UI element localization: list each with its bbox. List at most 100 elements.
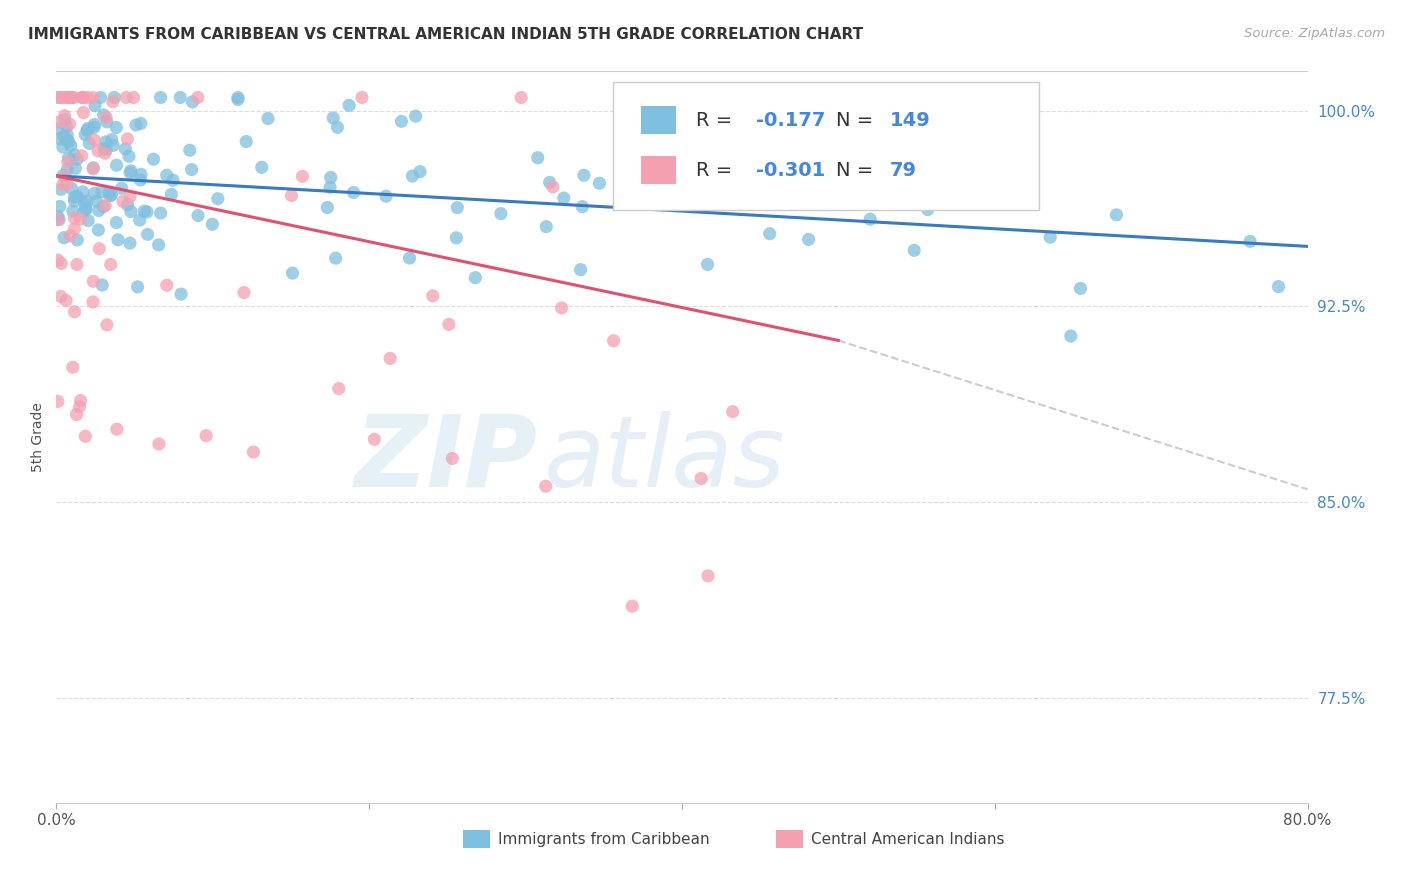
Point (342, 186, 364, 200)
Point (89, 242, 111, 256)
Point (87, 144, 110, 158)
Point (52, 140, 75, 154)
Point (422, 289, 444, 303)
Point (49, 289, 72, 303)
Point (55, 293, 77, 308)
Point (917, 202, 939, 217)
Point (51, 256, 73, 270)
Point (94, 111, 117, 125)
Point (125, 118, 148, 132)
Point (758, 227, 780, 241)
Point (118, 190, 141, 204)
Point (105, 422, 128, 436)
Point (120, 164, 142, 178)
Point (87, 223, 110, 237)
Point (93, 141, 115, 155)
Point (63, 222, 86, 236)
Point (105, 216, 128, 230)
Text: Source: ZipAtlas.com: Source: ZipAtlas.com (1244, 27, 1385, 40)
Point (59, 138, 82, 153)
Point (550, 301, 572, 315)
Point (235, 135, 257, 149)
Point (49, 182, 72, 196)
Point (87, 203, 110, 218)
Point (489, 206, 512, 220)
Point (111, 194, 134, 209)
Point (96, 318, 118, 332)
Point (56, 128, 79, 142)
Point (226, 93, 249, 107)
Text: Immigrants from Caribbean: Immigrants from Caribbean (498, 832, 710, 847)
Point (66, 189, 89, 203)
Point (83, 118, 105, 132)
Point (180, 162, 202, 177)
Bar (641, 156, 676, 184)
Point (149, 206, 172, 220)
Point (55, 120, 77, 134)
Point (187, 209, 209, 223)
Point (69, 400, 91, 414)
Point (48, 115, 70, 129)
Point (56, 134, 79, 148)
Point (94, 146, 117, 161)
Point (65, 161, 87, 176)
Point (96, 115, 118, 129)
Point (46, 394, 69, 409)
Point (375, 189, 398, 203)
Point (69, 393, 91, 408)
Point (510, 90, 533, 104)
Point (534, 479, 557, 493)
Point (46, 90, 69, 104)
Point (63, 147, 86, 161)
Point (541, 179, 564, 194)
Point (233, 285, 256, 300)
Point (363, 432, 385, 446)
Point (72, 90, 94, 104)
Text: ZIP: ZIP (354, 410, 538, 508)
Point (326, 120, 349, 135)
Bar (463, 830, 491, 848)
Point (325, 251, 347, 265)
Point (156, 278, 179, 293)
Point (51, 90, 73, 104)
Point (73, 204, 96, 219)
Point (441, 451, 464, 466)
Point (134, 204, 156, 219)
Point (62, 360, 84, 375)
Point (111, 181, 134, 195)
Point (697, 569, 720, 583)
Point (181, 95, 204, 109)
Point (100, 132, 122, 146)
Point (52, 169, 75, 183)
Point (75, 429, 97, 443)
Point (690, 471, 713, 485)
Point (797, 232, 820, 246)
Point (464, 270, 486, 285)
Point (53, 169, 76, 184)
Point (70, 149, 93, 163)
Point (127, 280, 149, 294)
Point (63, 90, 86, 104)
Point (59, 90, 82, 104)
Point (72, 105, 94, 120)
FancyBboxPatch shape (613, 82, 1039, 211)
Point (58, 135, 80, 149)
Point (291, 169, 314, 184)
Point (129, 167, 152, 181)
Point (83, 186, 105, 201)
Point (250, 161, 273, 175)
Point (56, 90, 79, 104)
Point (75, 128, 97, 142)
Point (58, 151, 80, 165)
Text: R =: R = (696, 111, 733, 130)
Point (281, 266, 304, 280)
Point (94, 135, 117, 149)
Point (107, 233, 129, 247)
Point (65, 408, 87, 422)
Point (72, 185, 94, 199)
Point (201, 217, 224, 231)
Point (82, 161, 104, 176)
Point (634, 185, 657, 199)
Point (77, 121, 100, 136)
Point (120, 204, 142, 219)
